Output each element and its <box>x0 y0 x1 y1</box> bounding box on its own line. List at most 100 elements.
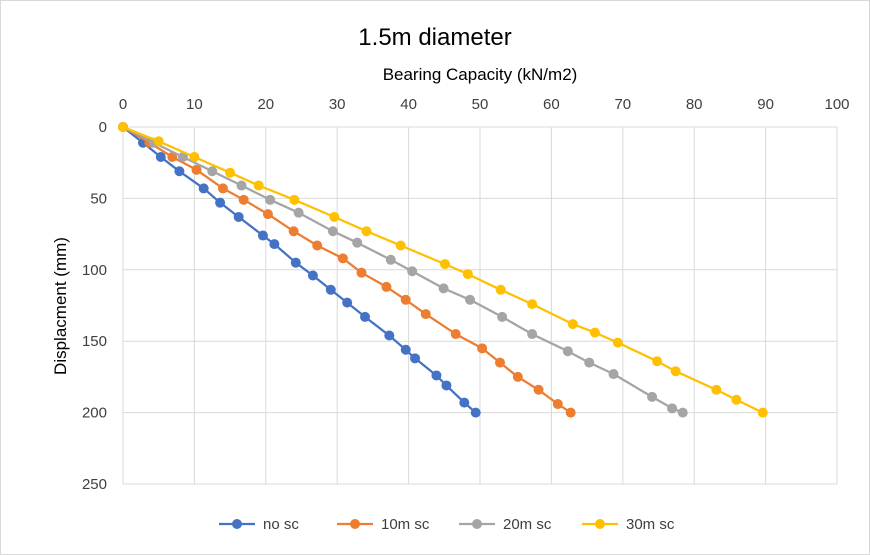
x-tick-label: 30 <box>329 96 346 113</box>
data-point-20m-sc <box>562 346 573 357</box>
data-point-10m-sc <box>217 183 228 194</box>
data-point-20m-sc <box>667 403 678 414</box>
data-point-20m-sc <box>236 180 247 191</box>
data-point-20m-sc <box>207 166 218 177</box>
data-point-20m-sc <box>647 391 658 402</box>
data-point-30m-sc <box>361 226 372 237</box>
data-point-no-sc <box>269 239 280 250</box>
x-tick-label: 0 <box>119 96 127 113</box>
data-point-no-sc <box>215 197 226 208</box>
data-point-20m-sc <box>527 329 538 340</box>
data-point-30m-sc <box>462 269 473 280</box>
data-point-no-sc <box>325 284 336 295</box>
data-point-10m-sc <box>450 329 461 340</box>
data-point-30m-sc <box>527 299 538 310</box>
data-point-30m-sc <box>612 337 623 348</box>
data-point-no-sc <box>257 230 268 241</box>
x-tick-label: 50 <box>472 96 489 113</box>
x-tick-label: 40 <box>400 96 417 113</box>
data-point-10m-sc <box>552 399 563 410</box>
data-point-no-sc <box>400 344 411 355</box>
data-point-no-sc <box>470 407 481 418</box>
legend-marker <box>232 519 242 529</box>
data-point-no-sc <box>431 370 442 381</box>
data-point-10m-sc <box>167 151 178 162</box>
x-tick-labels: 0 10 20 30 40 50 60 70 80 90 100 <box>119 96 850 113</box>
x-axis-title: Bearing Capacity (kN/m2) <box>383 65 578 84</box>
data-point-30m-sc <box>289 194 300 205</box>
data-point-20m-sc <box>385 254 396 265</box>
data-point-20m-sc <box>497 311 508 322</box>
x-tick-label: 20 <box>257 96 274 113</box>
chart-title: 1.5m diameter <box>358 24 511 51</box>
data-point-10m-sc <box>512 371 523 382</box>
data-point-30m-sc <box>225 167 236 178</box>
data-point-10m-sc <box>400 294 411 305</box>
y-tick-label: 50 <box>90 190 107 207</box>
data-point-30m-sc <box>253 180 264 191</box>
data-point-30m-sc <box>189 151 200 162</box>
data-point-10m-sc <box>288 226 299 237</box>
x-tick-label: 100 <box>824 96 849 113</box>
data-point-30m-sc <box>757 407 768 418</box>
x-tick-label: 90 <box>757 96 774 113</box>
data-point-10m-sc <box>494 357 505 368</box>
data-point-no-sc <box>441 380 452 391</box>
data-point-no-sc <box>384 330 395 341</box>
data-point-20m-sc <box>608 369 619 380</box>
data-point-30m-sc <box>652 356 663 367</box>
y-axis-title: Displacment (mm) <box>51 237 70 375</box>
legend: no sc 10m sc 20m sc 30m sc <box>219 516 675 533</box>
legend-marker <box>350 519 360 529</box>
data-point-no-sc <box>307 270 318 281</box>
data-point-10m-sc <box>337 253 348 264</box>
legend-item-30m-sc: 30m sc <box>582 516 675 533</box>
y-tick-label: 100 <box>82 262 107 279</box>
legend-item-no-sc: no sc <box>219 516 299 533</box>
data-point-10m-sc <box>477 343 488 354</box>
data-point-20m-sc <box>327 226 338 237</box>
data-point-20m-sc <box>584 357 595 368</box>
data-point-30m-sc <box>567 319 578 330</box>
data-point-10m-sc <box>191 164 202 175</box>
x-tick-label: 70 <box>614 96 631 113</box>
data-point-30m-sc <box>440 259 451 270</box>
data-point-20m-sc <box>465 294 476 305</box>
legend-label: 10m sc <box>381 516 430 533</box>
legend-marker <box>472 519 482 529</box>
data-point-no-sc <box>174 166 185 177</box>
y-tick-label: 250 <box>82 476 107 493</box>
series-30m-sc <box>118 122 768 418</box>
data-point-10m-sc <box>533 384 544 395</box>
x-tick-label: 10 <box>186 96 203 113</box>
data-point-10m-sc <box>312 240 323 251</box>
y-tick-label: 0 <box>99 119 107 136</box>
data-point-10m-sc <box>420 309 431 320</box>
data-point-30m-sc <box>670 366 681 377</box>
data-point-no-sc <box>342 297 353 308</box>
legend-label: 20m sc <box>503 516 552 533</box>
data-point-no-sc <box>155 151 166 162</box>
data-point-20m-sc <box>677 407 688 418</box>
data-point-20m-sc <box>177 151 188 162</box>
legend-label: 30m sc <box>626 516 675 533</box>
data-point-10m-sc <box>262 209 273 220</box>
legend-label: no sc <box>263 516 299 533</box>
legend-item-10m-sc: 10m sc <box>337 516 430 533</box>
data-point-no-sc <box>233 211 244 222</box>
data-point-no-sc <box>290 257 301 268</box>
y-tick-labels: 0 50 100 150 200 250 <box>82 119 107 493</box>
data-point-20m-sc <box>407 266 418 277</box>
data-point-30m-sc <box>118 122 128 132</box>
data-point-10m-sc <box>381 281 392 292</box>
data-point-30m-sc <box>589 327 600 338</box>
data-point-10m-sc <box>356 267 367 278</box>
x-tick-label: 60 <box>543 96 560 113</box>
data-point-30m-sc <box>711 384 722 395</box>
data-point-20m-sc <box>438 283 449 294</box>
data-point-30m-sc <box>731 394 742 405</box>
data-point-no-sc <box>360 311 371 322</box>
data-point-30m-sc <box>495 284 506 295</box>
